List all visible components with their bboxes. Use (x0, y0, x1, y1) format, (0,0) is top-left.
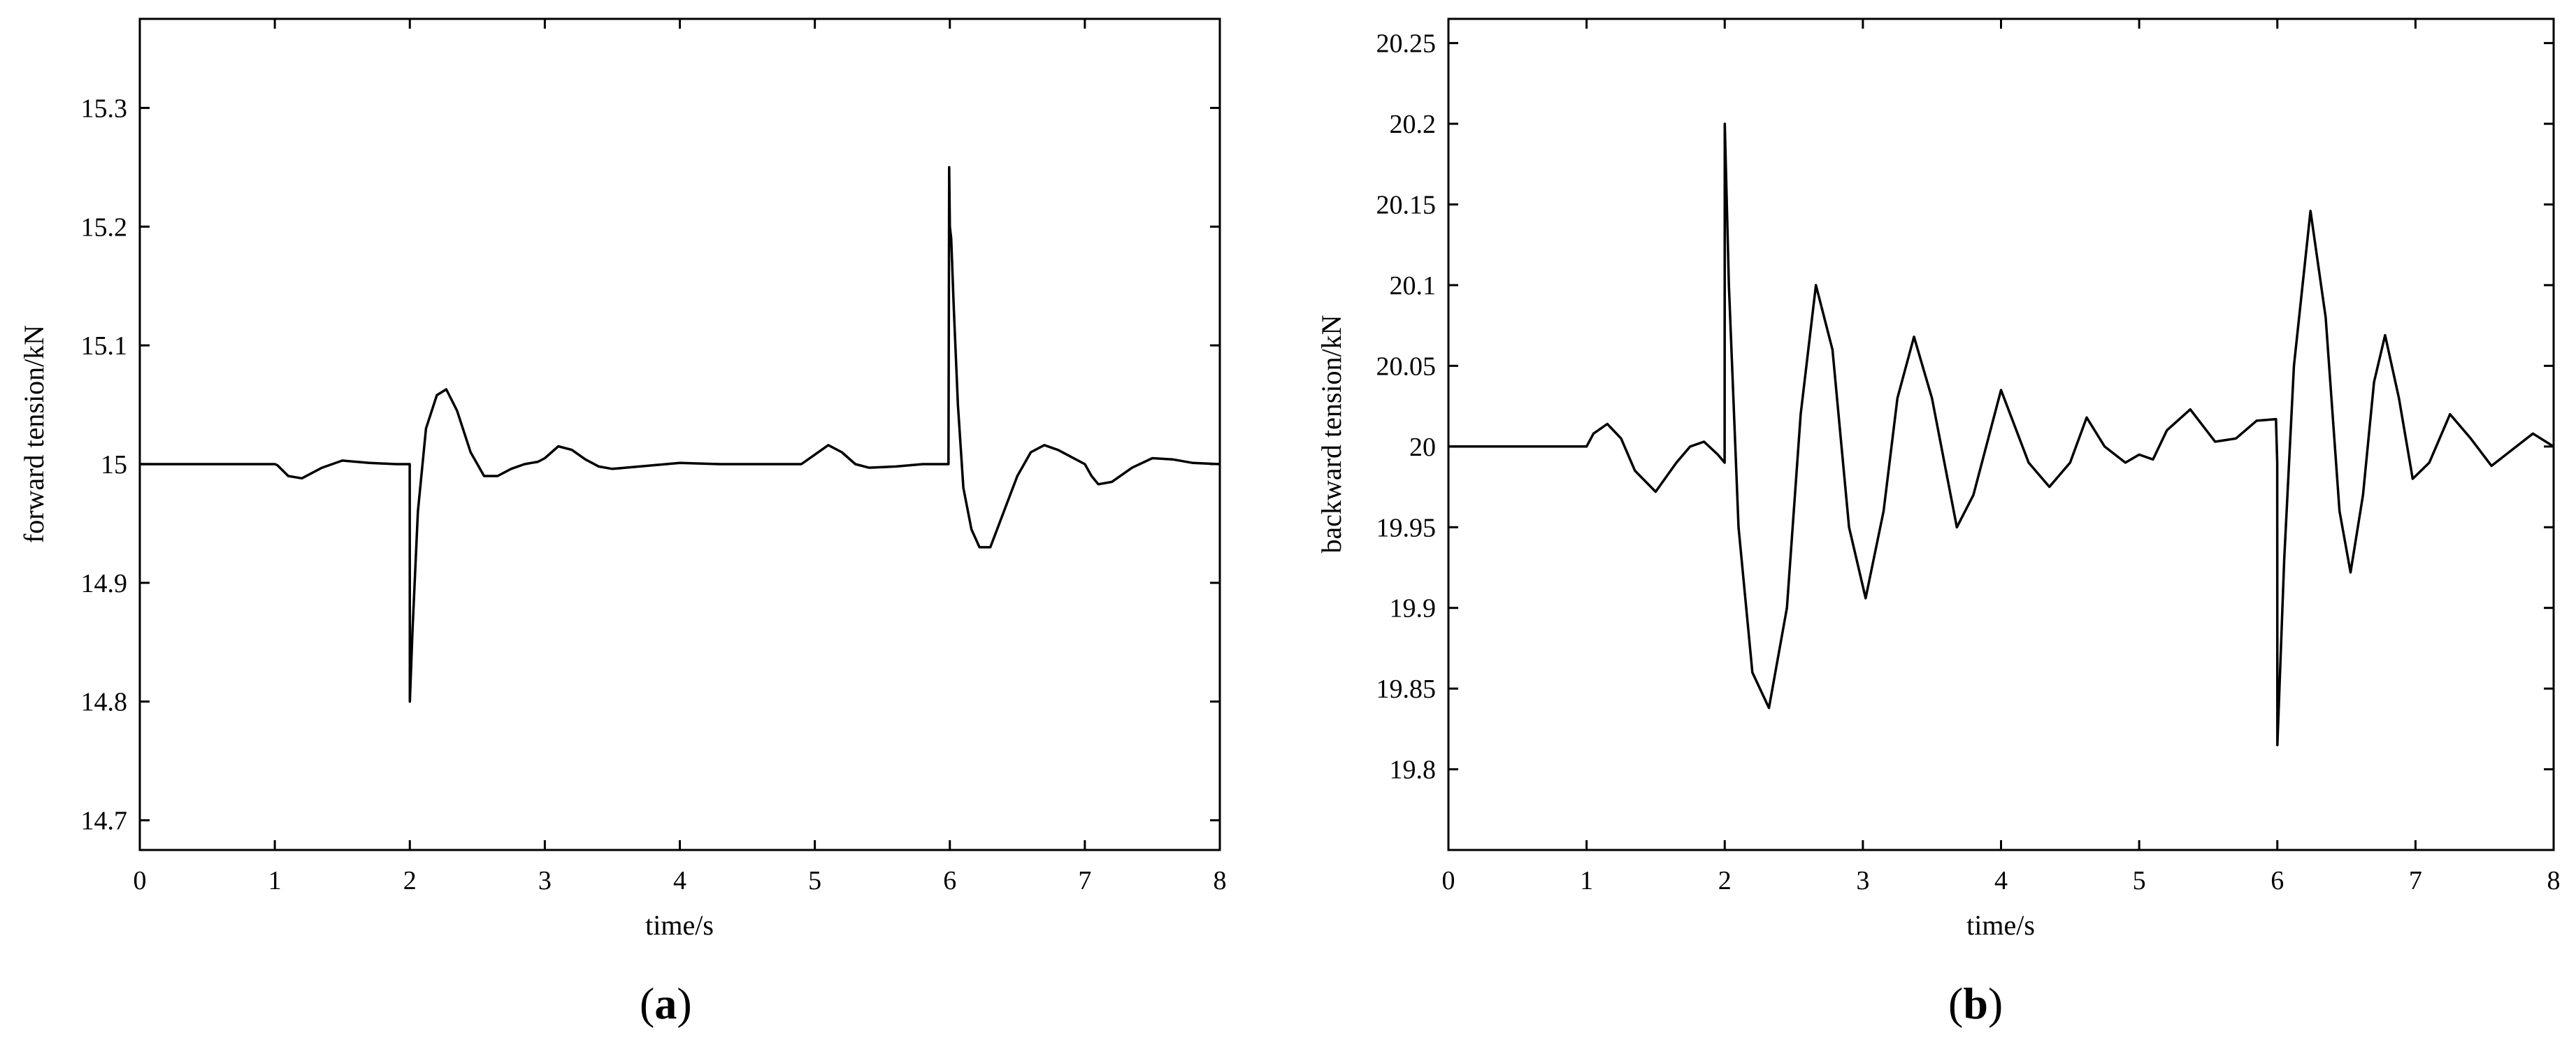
y-axis-title-a: forward tension/kN (18, 325, 50, 543)
x-tick-label: 6 (2271, 866, 2284, 895)
ticks-a (138, 19, 1221, 850)
panel-label-b-letter: b (1963, 979, 1988, 1028)
x-tick-label: 4 (1994, 866, 2008, 895)
forward-tension-line (140, 166, 1221, 703)
x-tick-label: 8 (1214, 866, 1227, 895)
panel-b: 0 1 2 3 4 5 6 7 8 19.8 19.85 19.9 19.95 20 20.05 20.1 2… (1316, 17, 2561, 1028)
x-tick-labels-a: 0 1 2 3 4 5 6 7 8 (134, 866, 1227, 895)
x-tick-label: 3 (538, 866, 552, 895)
y-tick-label: 15 (101, 450, 127, 480)
x-axis-title-a: time/s (645, 909, 714, 941)
x-tick-labels-b: 0 1 2 3 4 5 6 7 8 (1442, 866, 2561, 895)
panel-a: 0 1 2 3 4 5 6 7 8 14.7 14.8 14.9 15 15.1 15.2 15.3 tim… (18, 17, 1227, 1028)
y-tick-label: 20.15 (1376, 191, 1437, 220)
x-tick-label: 2 (403, 866, 417, 895)
x-tick-label: 0 (134, 866, 147, 895)
y-tick-label: 19.85 (1376, 675, 1437, 704)
y-tick-label: 20 (1409, 433, 1436, 462)
ticks-b (1447, 19, 2555, 850)
y-tick-label: 14.7 (81, 807, 128, 836)
plot-frame-b (1447, 17, 2555, 851)
panel-label-a: (a) (640, 979, 692, 1028)
y-tick-label: 19.9 (1390, 594, 1437, 624)
x-tick-label: 4 (673, 866, 686, 895)
x-tick-label: 3 (1856, 866, 1869, 895)
y-tick-label: 15.1 (81, 331, 128, 361)
panel-label-b: (b) (1948, 979, 2003, 1028)
y-tick-label: 20.1 (1390, 271, 1437, 301)
y-tick-labels-b: 19.8 19.85 19.9 19.95 20 20.05 20.1 20.15 20.2 20… (1376, 29, 1437, 785)
y-tick-label: 20.25 (1376, 29, 1437, 59)
y-tick-label: 15.2 (81, 212, 128, 242)
y-tick-label: 20.05 (1376, 352, 1437, 381)
backward-tension-line (1448, 122, 2554, 747)
y-tick-label: 19.8 (1390, 756, 1437, 785)
x-tick-label: 0 (1442, 866, 1455, 895)
x-tick-label: 5 (808, 866, 821, 895)
panel-label-a-letter: a (654, 979, 677, 1028)
x-tick-label: 1 (1580, 866, 1593, 895)
y-tick-labels-a: 14.7 14.8 14.9 15 15.1 15.2 15.3 (81, 94, 128, 835)
x-axis-title-b: time/s (1966, 909, 2035, 941)
y-tick-label: 14.8 (81, 688, 128, 717)
y-tick-label: 14.9 (81, 569, 128, 598)
x-tick-label: 6 (943, 866, 956, 895)
x-tick-label: 2 (1718, 866, 1732, 895)
x-tick-label: 7 (1078, 866, 1091, 895)
y-tick-label: 20.2 (1390, 110, 1437, 139)
x-tick-label: 1 (268, 866, 282, 895)
y-tick-label: 15.3 (81, 94, 128, 123)
x-tick-label: 8 (2547, 866, 2561, 895)
plot-frame-a (138, 17, 1221, 851)
x-tick-label: 7 (2409, 866, 2422, 895)
x-tick-label: 5 (2133, 866, 2146, 895)
y-tick-label: 19.95 (1376, 513, 1437, 542)
y-axis-title-b: backward tension/kN (1316, 315, 1347, 553)
